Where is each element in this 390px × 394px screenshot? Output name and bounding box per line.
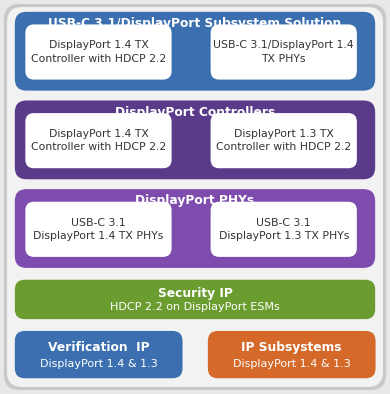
FancyBboxPatch shape xyxy=(15,12,375,91)
FancyBboxPatch shape xyxy=(7,7,383,387)
Text: Security IP: Security IP xyxy=(158,287,232,299)
FancyBboxPatch shape xyxy=(15,189,375,268)
Text: HDCP 2.2 on DisplayPort ESMs: HDCP 2.2 on DisplayPort ESMs xyxy=(110,302,280,312)
Text: DisplayPort 1.3 TX
Controller with HDCP 2.2: DisplayPort 1.3 TX Controller with HDCP … xyxy=(216,129,351,152)
Text: DisplayPort 1.4 TX
Controller with HDCP 2.2: DisplayPort 1.4 TX Controller with HDCP … xyxy=(31,129,166,152)
Text: DisplayPort PHYs: DisplayPort PHYs xyxy=(135,195,255,207)
FancyBboxPatch shape xyxy=(25,24,172,80)
Text: IP Subsystems: IP Subsystems xyxy=(241,340,342,353)
FancyBboxPatch shape xyxy=(211,24,357,80)
Text: USB-C 3.1/DisplayPort 1.4
TX PHYs: USB-C 3.1/DisplayPort 1.4 TX PHYs xyxy=(213,41,354,63)
Text: DisplayPort 1.4 & 1.3: DisplayPort 1.4 & 1.3 xyxy=(233,359,351,369)
FancyBboxPatch shape xyxy=(25,202,172,257)
FancyBboxPatch shape xyxy=(4,4,386,390)
FancyBboxPatch shape xyxy=(211,113,357,168)
Text: USB-C 3.1
DisplayPort 1.3 TX PHYs: USB-C 3.1 DisplayPort 1.3 TX PHYs xyxy=(218,218,349,241)
Text: DisplayPort 1.4 & 1.3: DisplayPort 1.4 & 1.3 xyxy=(40,359,158,369)
Text: DisplayPort Controllers: DisplayPort Controllers xyxy=(115,106,275,119)
FancyBboxPatch shape xyxy=(15,100,375,179)
FancyBboxPatch shape xyxy=(15,280,375,319)
FancyBboxPatch shape xyxy=(15,331,183,378)
FancyBboxPatch shape xyxy=(208,331,376,378)
Text: Verification  IP: Verification IP xyxy=(48,340,149,353)
FancyBboxPatch shape xyxy=(211,202,357,257)
Text: USB-C 3.1/DisplayPort Subsystem Solution: USB-C 3.1/DisplayPort Subsystem Solution xyxy=(48,17,342,30)
Text: USB-C 3.1
DisplayPort 1.4 TX PHYs: USB-C 3.1 DisplayPort 1.4 TX PHYs xyxy=(33,218,164,241)
FancyBboxPatch shape xyxy=(25,113,172,168)
Text: DisplayPort 1.4 TX
Controller with HDCP 2.2: DisplayPort 1.4 TX Controller with HDCP … xyxy=(31,41,166,63)
